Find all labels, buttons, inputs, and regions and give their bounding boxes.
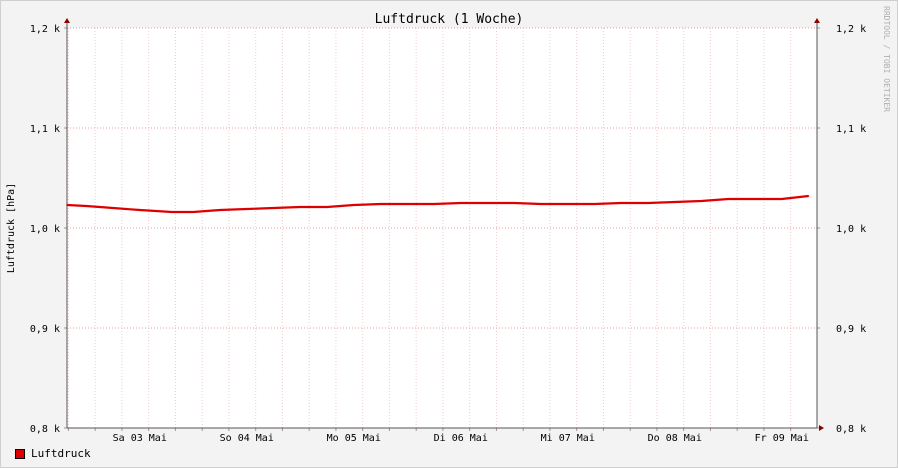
y-tick-label-left: 0,9 k — [30, 324, 60, 335]
legend-label-luftdruck: Luftdruck — [31, 447, 91, 460]
data-point — [807, 195, 810, 197]
y-tick-label-right: 0,8 k — [836, 424, 866, 435]
data-point — [272, 207, 275, 209]
data-point — [593, 203, 596, 205]
data-point — [781, 198, 783, 200]
y-tick-label-right: 0,9 k — [836, 324, 866, 335]
series-layer — [66, 194, 810, 214]
chart-title: Luftdruck (1 Woche) — [375, 12, 524, 27]
data-point — [647, 202, 649, 204]
y-tick-label-left: 1,2 k — [30, 24, 60, 35]
data-point — [620, 202, 623, 204]
x-tick-label: Fr 09 Mai — [755, 433, 809, 444]
y-tick-label-left: 1,0 k — [30, 224, 60, 235]
x-tick-label: Do 08 Mai — [648, 433, 702, 444]
data-point — [406, 203, 409, 205]
x-tick-label: Mo 05 Mai — [327, 433, 381, 444]
data-point — [567, 203, 569, 205]
data-point — [486, 202, 489, 204]
data-point — [85, 205, 88, 207]
data-point — [540, 203, 542, 205]
data-point — [112, 207, 114, 209]
data-point — [353, 204, 355, 206]
x-tick-label: Sa 03 Mai — [113, 433, 167, 444]
y-tick-label-right: 1,2 k — [836, 24, 866, 35]
rrdtool-watermark: RRDTOOL / TOBI OETIKER — [882, 6, 891, 112]
data-point — [513, 202, 516, 204]
data-point — [674, 201, 676, 203]
data-point — [700, 200, 703, 202]
y-tick-label-left: 1,1 k — [30, 124, 60, 135]
legend: Luftdruck — [15, 447, 91, 460]
y-tick-label-right: 1,0 k — [836, 224, 866, 235]
data-point — [727, 198, 730, 200]
x-tick-labels: Sa 03 Mai So 04 Mai Mo 05 Mai Di 06 Mai Mi 0… — [113, 433, 809, 444]
data-point — [219, 209, 221, 211]
data-point — [299, 206, 302, 208]
x-tick-label: Mi 07 Mai — [541, 433, 595, 444]
data-point — [326, 206, 328, 208]
axes — [64, 18, 824, 431]
x-tick-label: Di 06 Mai — [434, 433, 488, 444]
data-point — [433, 203, 435, 205]
data-point — [171, 211, 173, 213]
grid-lines — [67, 27, 817, 428]
data-point — [379, 203, 382, 205]
y-tick-label-left: 0,8 k — [30, 424, 60, 435]
data-point — [460, 202, 462, 204]
data-point — [192, 211, 195, 213]
y-tick-label-right: 1,1 k — [836, 124, 866, 135]
y-axis-label: Luftdruck [hPa] — [6, 183, 17, 273]
legend-swatch-luftdruck — [15, 448, 25, 459]
data-point — [66, 204, 68, 206]
y-axis-arrow-left — [64, 18, 70, 23]
data-point — [754, 198, 756, 200]
y-axis-arrow-right — [814, 18, 820, 23]
x-tick-label: So 04 Mai — [220, 433, 274, 444]
x-axis-arrow — [819, 425, 824, 431]
data-point — [246, 208, 248, 210]
data-point — [139, 209, 141, 211]
y-tick-labels: 0,8 k 0,8 k 0,9 k 0,9 k 1,0 k 1,0 k 1,1 k 1,1 k… — [30, 24, 866, 435]
